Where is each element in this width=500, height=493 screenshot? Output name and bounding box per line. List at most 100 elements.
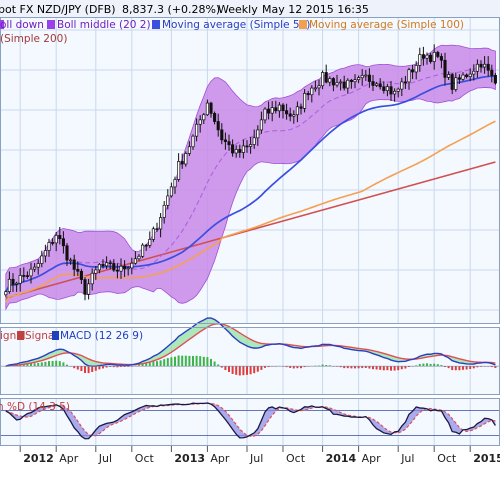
- macd-histogram-bar-110: [400, 366, 403, 370]
- candle-body-131: [475, 63, 479, 72]
- macd-histogram-bar-57: [210, 358, 212, 367]
- candle-body-34: [126, 267, 130, 270]
- candle-body-100: [364, 74, 368, 77]
- macd-histogram-bar-64: [235, 366, 238, 375]
- macd-histogram-bar-70: [256, 366, 259, 372]
- candle-body-111: [403, 81, 407, 84]
- macd-histogram-bar-135: [490, 366, 493, 368]
- macd-histogram-bar-107: [390, 366, 392, 371]
- ma50-line: [5, 75, 496, 293]
- macd-histogram-bar-24: [91, 366, 94, 372]
- candle-body-102: [371, 81, 375, 86]
- macd-histogram-bar-80: [292, 366, 295, 369]
- candle-body-67: [245, 145, 249, 148]
- candle-body-19: [72, 259, 76, 270]
- legend-macd: MACD (12 26 9): [60, 330, 143, 342]
- macd-histogram-bar-12: [48, 361, 50, 367]
- candle-body-28: [105, 262, 109, 267]
- macd-histogram-bar-33: [123, 366, 126, 367]
- candle-body-75: [274, 107, 278, 112]
- candle-body-71: [259, 119, 263, 131]
- candle-body-9: [36, 263, 40, 268]
- candle-body-94: [342, 81, 346, 89]
- candle-body-103: [375, 83, 379, 86]
- candle-body-57: [209, 102, 213, 114]
- macd-histogram-bar-11: [44, 361, 47, 367]
- x-tick-label-2: Jul: [98, 452, 112, 465]
- macd-histogram-bar-37: [138, 365, 140, 367]
- stoch-legend: h %D (14 3 5): [0, 401, 70, 413]
- candle-body-0: [4, 291, 8, 296]
- macd-histogram-bar-9: [37, 362, 40, 367]
- candle-body-64: [234, 149, 238, 154]
- candle-body-7: [29, 268, 33, 277]
- candle-body-38: [141, 244, 145, 257]
- legend-boll-down: oll down: [0, 19, 44, 31]
- macd-histogram-bar-28: [105, 366, 108, 368]
- macd-histogram-bar-122: [444, 366, 446, 368]
- macd-histogram-bar-19: [73, 366, 76, 369]
- candle-body-82: [299, 106, 303, 109]
- candle-body-13: [51, 242, 55, 244]
- macd-histogram-bar-23: [87, 366, 90, 374]
- macd-histogram-bar-22: [84, 366, 86, 373]
- candle-body-55: [202, 114, 206, 121]
- macd-histogram-bar-62: [228, 366, 230, 372]
- macd-histogram-bar-100: [364, 366, 367, 368]
- candle-body-35: [130, 262, 134, 269]
- macd-histogram-bar-41: [152, 361, 155, 367]
- candle-body-123: [447, 74, 451, 78]
- macd-histogram-bar-45: [166, 358, 169, 367]
- macd-histogram-bar-112: [408, 366, 410, 367]
- candle-body-70: [256, 129, 260, 139]
- macd-histogram-bar-60: [220, 366, 223, 368]
- candle-body-36: [133, 258, 137, 264]
- candle-body-47: [173, 179, 177, 188]
- macd-histogram-bar-105: [382, 366, 385, 371]
- macd-histogram-bar-67: [246, 366, 248, 375]
- candle-body-65: [238, 149, 242, 153]
- candle-body-89: [324, 72, 328, 83]
- price-plot: [4, 44, 497, 311]
- candle-body-86: [313, 87, 317, 90]
- candle-body-106: [385, 86, 389, 91]
- candle-body-97: [353, 79, 357, 83]
- x-tick-label-4: 2013: [174, 452, 205, 465]
- candle-body-45: [166, 195, 170, 206]
- macd-histogram-bar-34: [127, 366, 130, 367]
- macd-histogram-bar-17: [66, 364, 68, 367]
- macd-histogram-bar-6: [26, 363, 29, 367]
- legend-swatch-boll-down: [0, 20, 4, 29]
- macd-histogram-bar-47: [174, 356, 176, 367]
- candle-body-17: [65, 245, 69, 261]
- candle-body-11: [43, 250, 47, 257]
- macd-histogram-bar-61: [224, 366, 227, 371]
- macd-histogram-bar-5: [22, 363, 25, 367]
- macd-histogram-bar-89: [325, 365, 328, 367]
- macd-histogram-bar-54: [199, 356, 202, 367]
- macd-histogram-bar-71: [260, 366, 263, 370]
- macd-plot: [0, 317, 500, 376]
- macd-histogram-bar-58: [213, 361, 216, 367]
- legend-ma200: (Simple 200): [0, 33, 67, 45]
- macd-histogram-bar-90: [328, 365, 331, 367]
- candle-body-30: [112, 263, 116, 271]
- x-tick-label-6: Jul: [249, 452, 263, 465]
- legend-swatch-macd: [52, 331, 59, 340]
- candle-body-120: [436, 52, 440, 57]
- candle-body-93: [339, 81, 343, 84]
- macd-histogram-bar-31: [116, 366, 119, 368]
- instrument-name: pot FX NZD/JPY (DFB): [0, 3, 116, 16]
- candle-body-73: [267, 108, 271, 114]
- macd-histogram-bar-109: [397, 366, 400, 371]
- macd-histogram-bar-121: [440, 364, 443, 367]
- candle-body-6: [25, 275, 29, 277]
- candle-body-129: [468, 73, 472, 77]
- macd-histogram-bar-26: [98, 366, 101, 370]
- candle-body-83: [303, 93, 307, 109]
- header-bar: [0, 0, 500, 17]
- period-label: Weekly: [218, 3, 258, 16]
- candle-body-72: [263, 108, 267, 121]
- candle-body-51: [187, 146, 191, 154]
- candle-body-116: [421, 54, 425, 59]
